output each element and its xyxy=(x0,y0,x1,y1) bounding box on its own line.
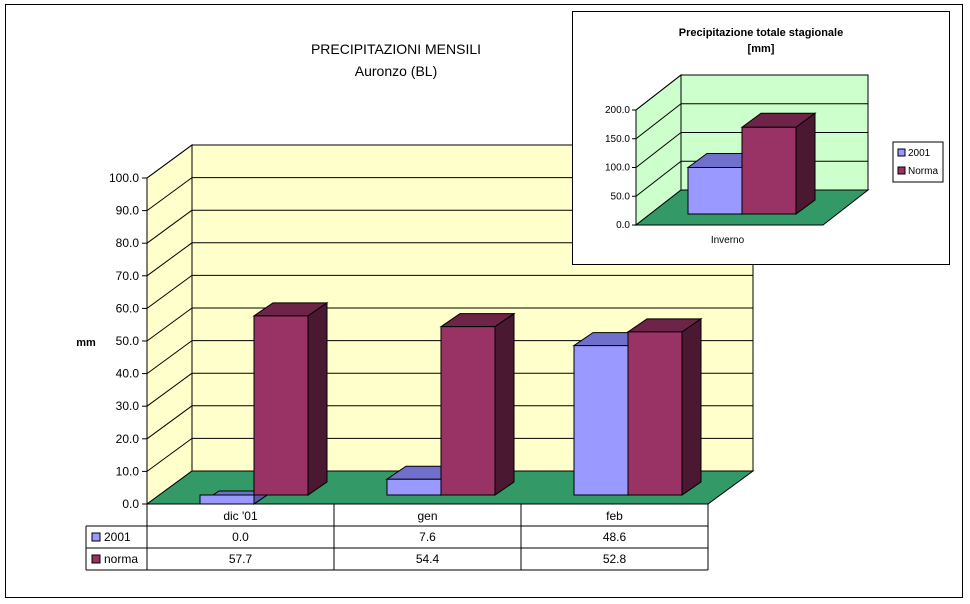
bar-norma-3 xyxy=(626,317,703,496)
bar-2001-1-front xyxy=(199,494,255,505)
inset-legend-label-2001: 2001 xyxy=(908,148,931,159)
inset-chart-box: Precipitazione totale stagionale [mm] 0.… xyxy=(572,11,950,265)
y-axis-label: mm xyxy=(76,337,96,349)
inset-y-tick-label: 100.0 xyxy=(605,163,630,174)
gridline-side xyxy=(146,209,193,244)
row-label-norma: norma xyxy=(104,552,138,566)
inset-y-tick-label: 200.0 xyxy=(605,105,630,116)
inset-title: Precipitazione totale stagionale xyxy=(679,27,843,39)
gridline-side xyxy=(146,274,193,309)
inset-x-tick-label: Inverno xyxy=(711,235,745,246)
y-tick-label: 50.0 xyxy=(116,334,140,348)
y-tick-label: 90.0 xyxy=(116,204,140,218)
inset-bar-2001-front xyxy=(687,167,743,215)
bar-norma-3-front xyxy=(627,331,683,496)
chart-title: PRECIPITAZIONI MENSILI xyxy=(311,41,481,57)
y-tick-label: 40.0 xyxy=(116,367,140,381)
legend-swatch-2001 xyxy=(91,532,101,542)
y-tick-label: 10.0 xyxy=(116,464,140,478)
chart-subtitle: Auronzo (BL) xyxy=(355,63,437,79)
legend-swatch-norma xyxy=(91,554,101,564)
inset-gridline-side xyxy=(635,103,682,140)
gridline-side xyxy=(146,340,193,375)
inset-legend: 2001 Norma xyxy=(892,141,944,183)
gridline-side xyxy=(146,177,193,212)
table-header-cell: feb xyxy=(606,509,623,523)
bar-2001-2-front xyxy=(386,478,442,496)
inset-chart: Precipitazione totale stagionale [mm] 0.… xyxy=(605,27,944,246)
inset-legend-swatch-2001 xyxy=(897,148,906,157)
y-tick-label: 30.0 xyxy=(116,399,140,413)
y-tick-label: 60.0 xyxy=(116,301,140,315)
inset-subtitle: [mm] xyxy=(748,43,775,55)
inset-y-tick-label: 50.0 xyxy=(611,191,631,202)
bar-2001-3-front xyxy=(573,345,629,496)
table-header-cell: gen xyxy=(417,509,437,523)
table-value-cell: 54.4 xyxy=(416,552,440,566)
y-tick-label: 70.0 xyxy=(116,269,140,283)
bar-norma-3-side xyxy=(681,317,702,496)
inset-bar-Norma-side xyxy=(795,112,816,215)
bar-norma-1 xyxy=(252,301,329,496)
gridline-side xyxy=(146,372,193,407)
table-value-cell: 0.0 xyxy=(232,530,249,544)
table-value-cell: 52.8 xyxy=(603,552,627,566)
table-header-cell: dic '01 xyxy=(223,509,258,523)
row-label-2001: 2001 xyxy=(104,530,131,544)
bar-norma-2-side xyxy=(494,312,515,496)
y-tick-label: 20.0 xyxy=(116,432,140,446)
bar-norma-2 xyxy=(439,312,516,496)
inset-y-tick-label: 150.0 xyxy=(605,134,630,145)
inset-legend-label-Norma: Norma xyxy=(908,166,938,177)
inset-bar-Norma xyxy=(740,112,817,215)
inset-bar-Norma-front xyxy=(741,126,797,215)
bar-norma-1-side xyxy=(307,301,328,496)
bar-norma-1-front xyxy=(253,315,309,496)
bar-norma-2-front xyxy=(440,326,496,496)
table-value-cell: 57.7 xyxy=(229,552,253,566)
inset-gridline-side xyxy=(635,160,682,197)
inset-gridline-side xyxy=(635,74,682,111)
table-value-cell: 7.6 xyxy=(419,530,436,544)
y-tick-label: 80.0 xyxy=(116,236,140,250)
inset-y-tick-label: 0.0 xyxy=(616,220,630,231)
gridline-side xyxy=(146,144,193,179)
gridline-side xyxy=(146,242,193,277)
gridline-side xyxy=(146,405,193,440)
table-value-cell: 48.6 xyxy=(603,530,627,544)
gridline-side xyxy=(146,437,193,472)
y-tick-label: 0.0 xyxy=(122,497,139,511)
inset-gridline-side xyxy=(635,132,682,168)
inset-legend-swatch-Norma xyxy=(897,166,906,175)
y-tick-label: 100.0 xyxy=(109,171,139,185)
chart-frame xyxy=(5,4,963,598)
gridline-side xyxy=(146,307,193,342)
